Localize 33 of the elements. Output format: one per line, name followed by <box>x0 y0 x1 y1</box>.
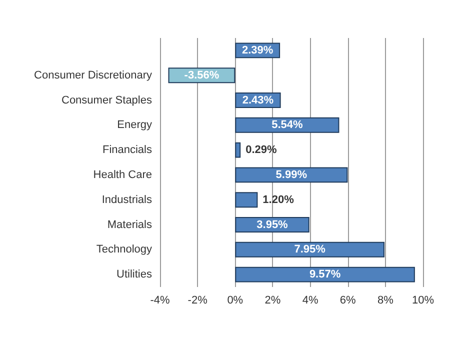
x-tick-label: -2% <box>188 294 208 306</box>
y-tick-label: Utilities <box>116 268 152 281</box>
data-label: 0.29% <box>246 144 277 156</box>
y-tick-label: Industrials <box>102 194 152 206</box>
data-label: -3.56% <box>184 69 220 82</box>
data-label: 1.20% <box>262 194 294 206</box>
data-label: 5.54% <box>272 119 303 132</box>
data-label: 5.99% <box>276 168 308 181</box>
y-tick-label: Technology <box>96 244 152 256</box>
y-tick-label: Materials <box>107 218 152 231</box>
data-label: 2.43% <box>242 94 274 106</box>
x-tick-label: -4% <box>150 294 170 306</box>
y-tick-label: Financials <box>102 144 152 156</box>
y-tick-label: Energy <box>117 119 152 132</box>
data-label: 2.39% <box>242 44 274 56</box>
y-tick-label: Consumer Staples <box>62 94 152 106</box>
data-label: 9.57% <box>309 268 341 281</box>
x-tick-label: 8% <box>377 294 394 306</box>
y-tick-label: Consumer Discretionary <box>34 69 152 82</box>
x-tick-label: 6% <box>340 294 356 306</box>
x-tick-label: 10% <box>412 294 434 306</box>
bar <box>235 167 348 183</box>
y-tick-label: Health Care <box>93 168 152 181</box>
x-tick-label: 2% <box>264 294 281 306</box>
bar <box>235 266 415 282</box>
bar <box>235 117 340 133</box>
x-tick-label: 4% <box>302 294 318 306</box>
data-label: 7.95% <box>294 244 326 256</box>
bar <box>235 242 384 258</box>
bar <box>235 192 258 208</box>
x-tick-label: 0% <box>227 294 244 306</box>
bar <box>235 142 241 158</box>
data-label: 3.95% <box>256 218 288 231</box>
